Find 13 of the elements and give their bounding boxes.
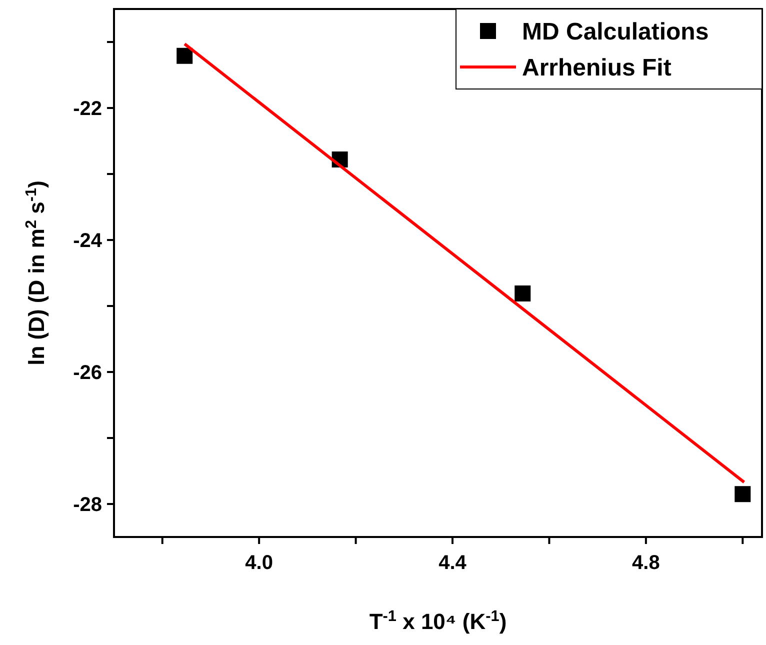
- legend-label: Arrhenius Fit: [522, 54, 672, 82]
- y-tick-label: -26: [73, 362, 102, 384]
- point: [734, 486, 751, 502]
- point: [176, 48, 193, 64]
- y-tick-label: -22: [73, 98, 102, 120]
- x-tick-label: 4.8: [632, 552, 660, 574]
- y-tick-label: -28: [73, 494, 102, 516]
- point: [514, 285, 531, 302]
- x-tick-label: 4.0: [245, 552, 273, 574]
- legend-label: MD Calculations: [522, 18, 709, 46]
- y-tick-label: -24: [73, 230, 103, 252]
- x-tick-label: 4.4: [438, 552, 468, 574]
- x-axis-title: T$^{-1}$ x 10⁴ (K$^{-1}$): [369, 608, 507, 634]
